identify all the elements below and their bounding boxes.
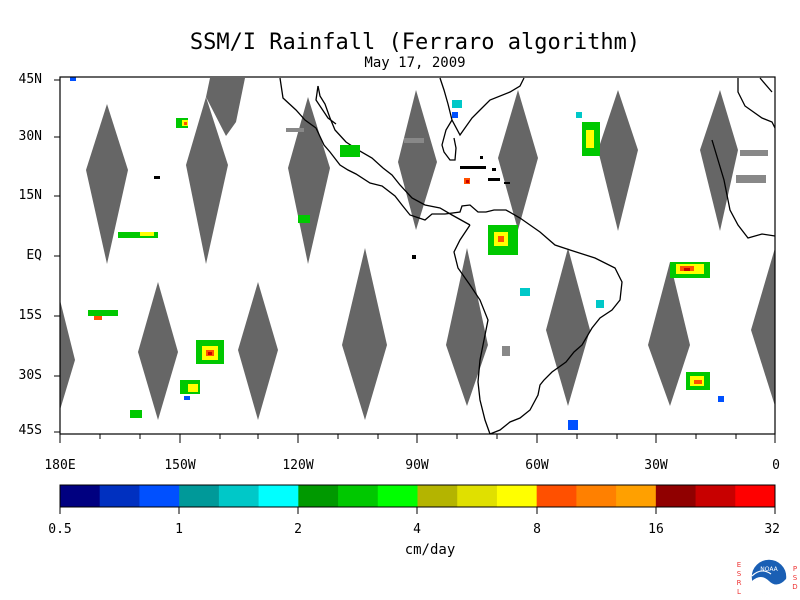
lon-label-120w: 120W	[282, 458, 314, 473]
colorbar-segment	[338, 485, 379, 507]
lon-label-150w: 150W	[164, 458, 196, 473]
colorbar-label-32: 32	[764, 522, 780, 537]
colorbar-segment	[258, 485, 299, 507]
colorbar-units: cm/day	[404, 542, 456, 558]
map-title: SSM/I Rainfall (Ferraro algorithm)	[189, 30, 641, 55]
rainfall-areas	[70, 77, 724, 430]
map-date: May 17, 2009	[364, 55, 466, 71]
colorbar-label-16: 16	[648, 522, 664, 537]
colorbar-segment	[695, 485, 736, 507]
lat-label-45n: 45N	[18, 72, 42, 87]
coastlines	[279, 77, 776, 435]
colorbar-segment	[616, 485, 657, 507]
colorbar-segment	[496, 485, 538, 507]
colorbar-label-8: 8	[533, 522, 541, 537]
colorbar-segment	[417, 485, 458, 507]
colorbar-ticks	[59, 507, 776, 514]
lon-label-60w: 60W	[525, 458, 549, 473]
lat-label-15n: 15N	[18, 188, 42, 203]
colorbar-segment	[735, 485, 776, 507]
colorbar-segment	[218, 485, 260, 507]
lat-label-15s: 15S	[18, 308, 42, 323]
colorbar-segment	[298, 485, 339, 507]
colorbar-segment	[536, 485, 577, 507]
colorbar-segment	[655, 485, 697, 507]
swath-gaps	[60, 78, 775, 420]
colorbar-segment	[576, 485, 617, 507]
colorbar-segment	[60, 485, 101, 507]
lon-label-180e: 180E	[44, 458, 76, 473]
lat-label-30s: 30S	[18, 368, 42, 383]
colorbar-label-0-5: 0.5	[48, 522, 72, 537]
lon-label-90w: 90W	[405, 458, 429, 473]
colorbar-segment	[179, 485, 220, 507]
islands	[154, 156, 510, 259]
colorbar-segment	[457, 485, 498, 507]
axis-ticks	[54, 79, 776, 443]
colorbar	[60, 485, 776, 507]
lon-label-30w: 30W	[644, 458, 668, 473]
noaa-emblem-icon: NOAA	[750, 558, 788, 596]
colorbar-label-1: 1	[175, 522, 183, 537]
lat-label-45s: 45S	[18, 423, 42, 438]
lon-label-0: 0	[772, 458, 780, 473]
colorbar-segment	[377, 485, 418, 507]
logo-text: NOAA	[760, 566, 778, 573]
lat-label-eq: EQ	[26, 248, 42, 263]
land-gray-patches	[286, 128, 768, 356]
colorbar-label-2: 2	[294, 522, 302, 537]
colorbar-segment	[99, 485, 140, 507]
lat-label-30n: 30N	[18, 129, 42, 144]
colorbar-segment	[139, 485, 180, 507]
colorbar-label-4: 4	[413, 522, 421, 537]
